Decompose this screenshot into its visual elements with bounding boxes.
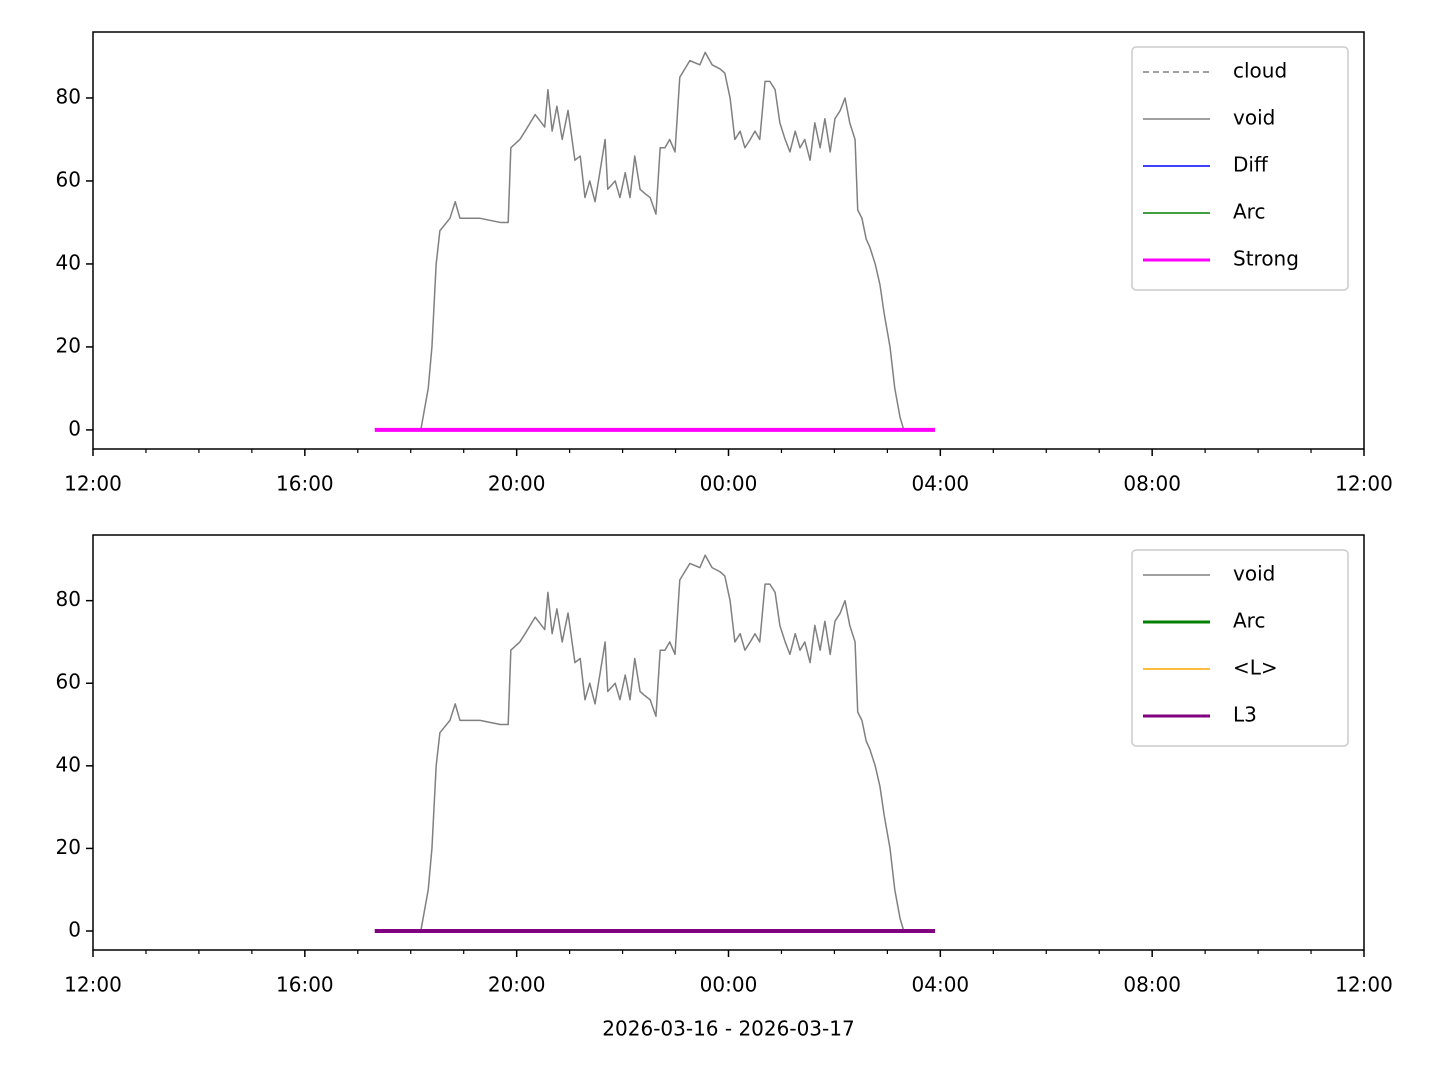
legend-label: Strong — [1233, 247, 1299, 271]
y-tick-label: 80 — [56, 84, 81, 108]
x-tick-label: 12:00 — [1335, 472, 1393, 496]
x-tick-label: 20:00 — [488, 472, 546, 496]
y-tick-label: 40 — [56, 752, 81, 776]
x-tick-label: 20:00 — [488, 973, 546, 997]
legend-label: L3 — [1233, 703, 1257, 727]
y-tick-label: 60 — [56, 167, 81, 191]
legend-label: void — [1233, 106, 1275, 130]
legend-label: cloud — [1233, 59, 1287, 83]
x-axis-label: 2026-03-16 - 2026-03-17 — [602, 1017, 854, 1041]
x-tick-label: 08:00 — [1123, 973, 1181, 997]
x-tick-label: 16:00 — [276, 472, 334, 496]
axes-frame — [92, 31, 1365, 450]
x-tick-label: 04:00 — [912, 472, 970, 496]
y-tick-label: 40 — [56, 250, 81, 274]
legend-label: <L> — [1233, 656, 1278, 680]
legend-label: void — [1233, 562, 1275, 586]
x-tick-label: 00:00 — [700, 973, 758, 997]
legend-label: Arc — [1233, 609, 1265, 633]
y-tick-label: 60 — [56, 670, 81, 694]
x-tick-label: 08:00 — [1123, 472, 1181, 496]
series-line — [420, 51, 905, 431]
y-tick-label: 80 — [56, 587, 81, 611]
x-tick-label: 04:00 — [912, 973, 970, 997]
x-tick-label: 12:00 — [1335, 973, 1393, 997]
legend-label: Arc — [1233, 200, 1265, 224]
x-tick-label: 00:00 — [700, 472, 758, 496]
legend-box — [1131, 46, 1349, 291]
series-line — [420, 554, 905, 932]
y-tick-label: 0 — [68, 918, 81, 942]
x-tick-label: 12:00 — [64, 973, 122, 997]
y-tick-label: 0 — [68, 416, 81, 440]
x-tick-label: 16:00 — [276, 973, 334, 997]
y-tick-label: 20 — [56, 835, 81, 859]
legend-box — [1131, 549, 1349, 747]
x-tick-label: 12:00 — [64, 472, 122, 496]
axes-frame — [92, 534, 1365, 951]
legend-label: Diff — [1233, 153, 1269, 177]
y-tick-label: 20 — [56, 333, 81, 357]
